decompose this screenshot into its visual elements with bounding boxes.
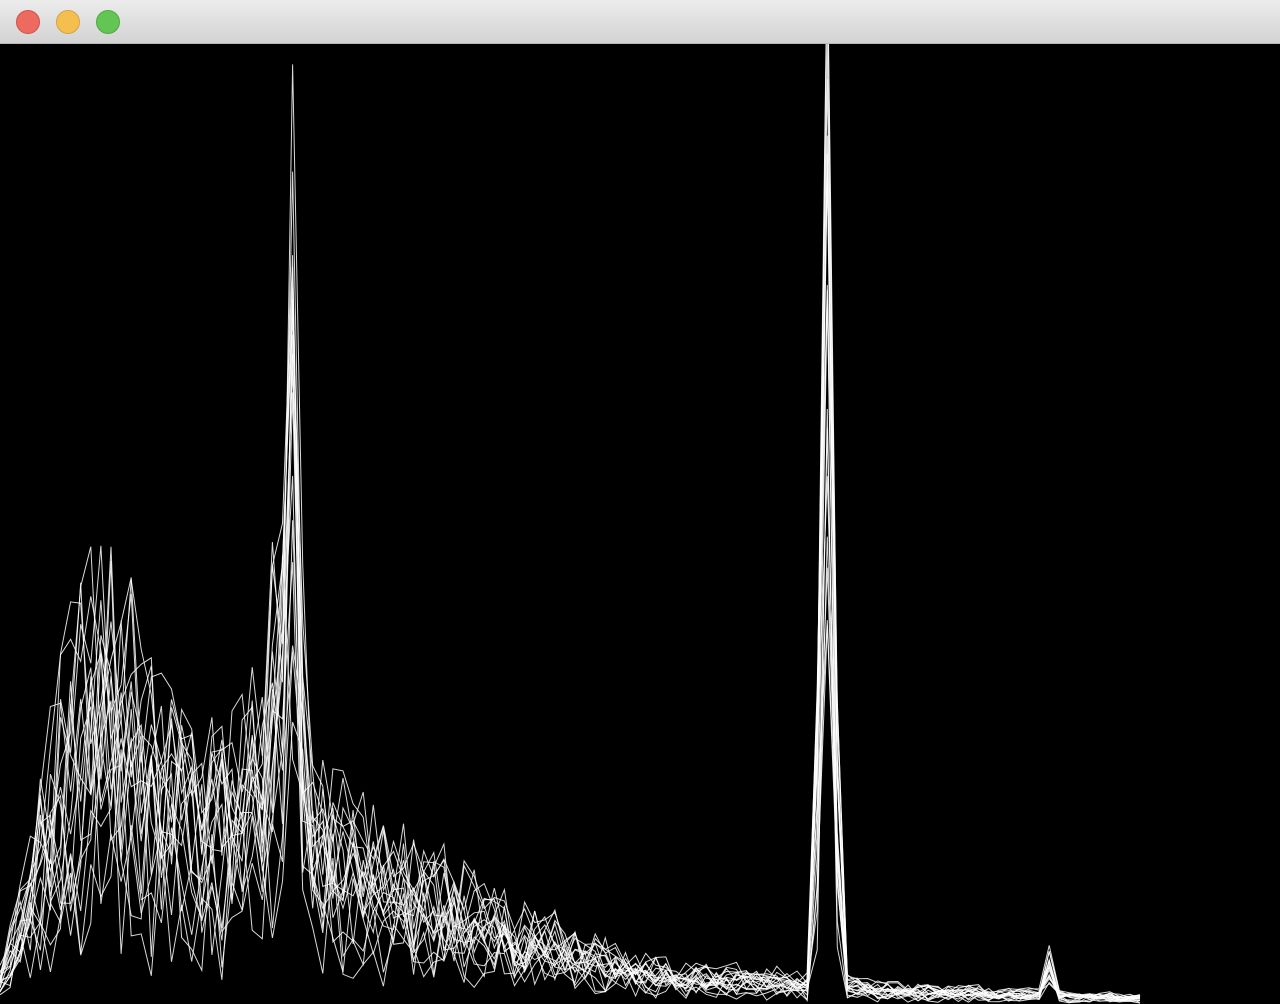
spectrum-series-line: [0, 171, 1141, 999]
spectrum-series-line: [0, 153, 1141, 1002]
title-bar: [0, 0, 1280, 44]
spectrum-series-line: [0, 297, 1141, 1002]
spectrum-canvas: [0, 44, 1280, 1004]
spectrum-series-line: [0, 255, 1141, 1000]
spectrum-chart: [0, 44, 1141, 1004]
spectrum-series-line: [0, 135, 1141, 1001]
spectrum-series-line: [0, 625, 1141, 1004]
spectrum-series-line: [0, 290, 1141, 999]
maximize-button[interactable]: [96, 10, 120, 34]
minimize-button[interactable]: [56, 10, 80, 34]
spectrum-series-line: [0, 520, 1141, 1003]
spectrum-series-line: [0, 334, 1141, 1003]
spectrum-series-line: [0, 169, 1141, 1001]
close-button[interactable]: [16, 10, 40, 34]
spectrum-series-line: [0, 427, 1141, 1003]
spectrum-series-line: [0, 475, 1141, 1003]
spectrum-series-line: [0, 567, 1141, 1003]
